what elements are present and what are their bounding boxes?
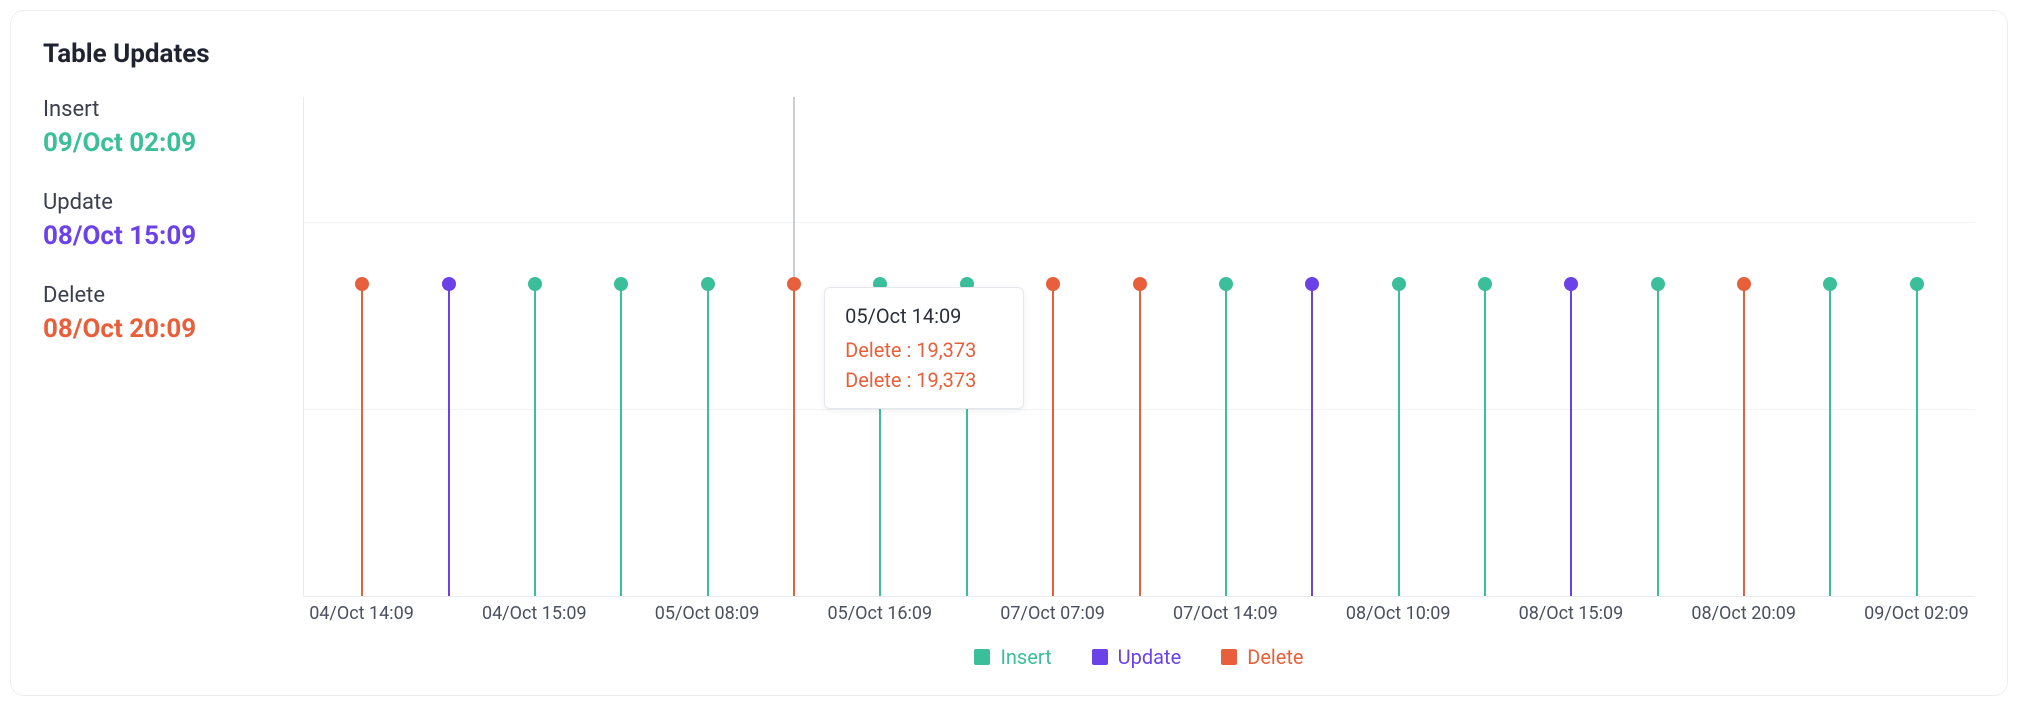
data-point-update[interactable] [442, 277, 456, 291]
summary-label: Delete [43, 283, 303, 308]
x-tick-label: 08/Oct 20:09 [1691, 603, 1796, 624]
stem-insert[interactable] [1657, 284, 1659, 596]
data-point-insert[interactable] [1910, 277, 1924, 291]
stem-update[interactable] [1570, 284, 1572, 596]
table-updates-card: Table Updates Insert 09/Oct 02:09 Update 08… [10, 10, 2008, 696]
data-point-insert[interactable] [1823, 277, 1837, 291]
stem-delete[interactable] [1743, 284, 1745, 596]
data-point-insert[interactable] [1219, 277, 1233, 291]
summary-value: 08/Oct 20:09 [43, 314, 303, 344]
data-point-insert[interactable] [1478, 277, 1492, 291]
data-point-insert[interactable] [1651, 277, 1665, 291]
summary-update: Update 08/Oct 15:09 [43, 190, 303, 251]
chart-tooltip: 05/Oct 14:09 Delete : 19,373 Delete : 19,3… [824, 287, 1024, 409]
x-tick-label: 09/Oct 02:09 [1864, 603, 1969, 624]
data-point-insert[interactable] [701, 277, 715, 291]
legend-item-insert[interactable]: Insert [974, 645, 1051, 669]
chart-area[interactable]: 05/Oct 14:09 Delete : 19,373 Delete : 19,3… [303, 97, 1975, 669]
legend-label: Insert [1000, 645, 1051, 669]
x-tick-label: 04/Oct 14:09 [309, 603, 414, 624]
tooltip-title: 05/Oct 14:09 [845, 304, 1003, 328]
stem-update[interactable] [1311, 284, 1313, 596]
legend-item-update[interactable]: Update [1092, 645, 1182, 669]
data-point-insert[interactable] [614, 277, 628, 291]
card-title: Table Updates [43, 39, 1975, 69]
x-tick-label: 05/Oct 08:09 [655, 603, 760, 624]
legend-swatch [1092, 649, 1108, 665]
tooltip-line: Delete : 19,373 [845, 338, 1003, 362]
x-tick-label: 07/Oct 14:09 [1173, 603, 1278, 624]
data-point-delete[interactable] [1737, 277, 1751, 291]
summary-value: 09/Oct 02:09 [43, 128, 303, 158]
x-tick-label: 04/Oct 15:09 [482, 603, 587, 624]
legend-label: Update [1118, 645, 1182, 669]
stem-delete[interactable] [1052, 284, 1054, 596]
stem-insert[interactable] [534, 284, 536, 596]
stem-delete[interactable] [361, 284, 363, 596]
summary-label: Insert [43, 97, 303, 122]
stem-insert[interactable] [1829, 284, 1831, 596]
stem-insert[interactable] [1225, 284, 1227, 596]
chart-legend: Insert Update Delete [303, 645, 1975, 669]
summary-delete: Delete 08/Oct 20:09 [43, 283, 303, 344]
data-point-delete[interactable] [355, 277, 369, 291]
card-body: Insert 09/Oct 02:09 Update 08/Oct 15:09 Dele… [43, 97, 1975, 669]
data-point-insert[interactable] [1392, 277, 1406, 291]
stem-delete[interactable] [1139, 284, 1141, 596]
data-point-delete[interactable] [1133, 277, 1147, 291]
summary-value: 08/Oct 15:09 [43, 221, 303, 251]
x-axis: 04/Oct 14:09 04/Oct 15:09 05/Oct 08:09 05/O… [303, 603, 1975, 637]
x-tick-label: 07/Oct 07:09 [1000, 603, 1105, 624]
summary-insert: Insert 09/Oct 02:09 [43, 97, 303, 158]
stem-insert[interactable] [1398, 284, 1400, 596]
stem-delete[interactable] [793, 284, 795, 596]
x-tick-label: 05/Oct 16:09 [828, 603, 933, 624]
summary-sidebar: Insert 09/Oct 02:09 Update 08/Oct 15:09 Dele… [43, 97, 303, 669]
data-point-update[interactable] [1305, 277, 1319, 291]
data-point-update[interactable] [1564, 277, 1578, 291]
gridline [304, 222, 1975, 223]
tooltip-line: Delete : 19,373 [845, 368, 1003, 392]
plot-region[interactable]: 05/Oct 14:09 Delete : 19,373 Delete : 19,3… [303, 97, 1975, 597]
data-point-insert[interactable] [528, 277, 542, 291]
x-tick-label: 08/Oct 10:09 [1346, 603, 1451, 624]
legend-label: Delete [1247, 645, 1303, 669]
stem-insert[interactable] [1916, 284, 1918, 596]
legend-swatch [1221, 649, 1237, 665]
data-point-delete[interactable] [1046, 277, 1060, 291]
stem-insert[interactable] [1484, 284, 1486, 596]
stem-update[interactable] [448, 284, 450, 596]
stem-insert[interactable] [707, 284, 709, 596]
legend-swatch [974, 649, 990, 665]
stem-insert[interactable] [620, 284, 622, 596]
x-tick-label: 08/Oct 15:09 [1519, 603, 1624, 624]
data-point-delete[interactable] [787, 277, 801, 291]
summary-label: Update [43, 190, 303, 215]
legend-item-delete[interactable]: Delete [1221, 645, 1303, 669]
